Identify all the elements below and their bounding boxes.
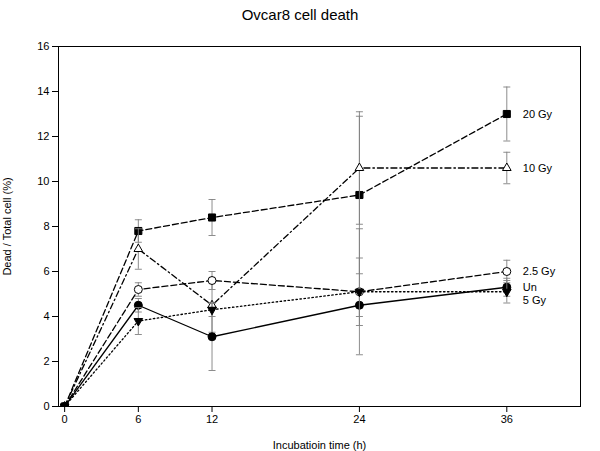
svg-text:12: 12 [206, 413, 218, 425]
svg-text:12: 12 [37, 130, 49, 142]
svg-text:6: 6 [43, 265, 49, 277]
svg-text:0: 0 [62, 413, 68, 425]
svg-text:2.5 Gy: 2.5 Gy [523, 265, 556, 277]
svg-text:10 Gy: 10 Gy [523, 162, 553, 174]
svg-text:4: 4 [43, 310, 49, 322]
svg-text:14: 14 [37, 85, 49, 97]
svg-text:24: 24 [353, 413, 365, 425]
svg-text:Un: Un [523, 281, 537, 293]
svg-text:5 Gy: 5 Gy [523, 294, 547, 306]
svg-text:0: 0 [43, 400, 49, 412]
svg-text:Dead / Total cell (%): Dead / Total cell (%) [1, 177, 13, 275]
svg-text:Incubatioin time (h): Incubatioin time (h) [273, 439, 367, 451]
svg-text:20 Gy: 20 Gy [523, 108, 553, 120]
html-text:Ovcar8 cell death: Ovcar8 cell death [241, 6, 359, 23]
svg-text:16: 16 [37, 40, 49, 52]
svg-text:10: 10 [37, 175, 49, 187]
svg-text:8: 8 [43, 220, 49, 232]
svg-text:2: 2 [43, 355, 49, 367]
svg-text:6: 6 [135, 413, 141, 425]
svg-text:36: 36 [501, 413, 513, 425]
